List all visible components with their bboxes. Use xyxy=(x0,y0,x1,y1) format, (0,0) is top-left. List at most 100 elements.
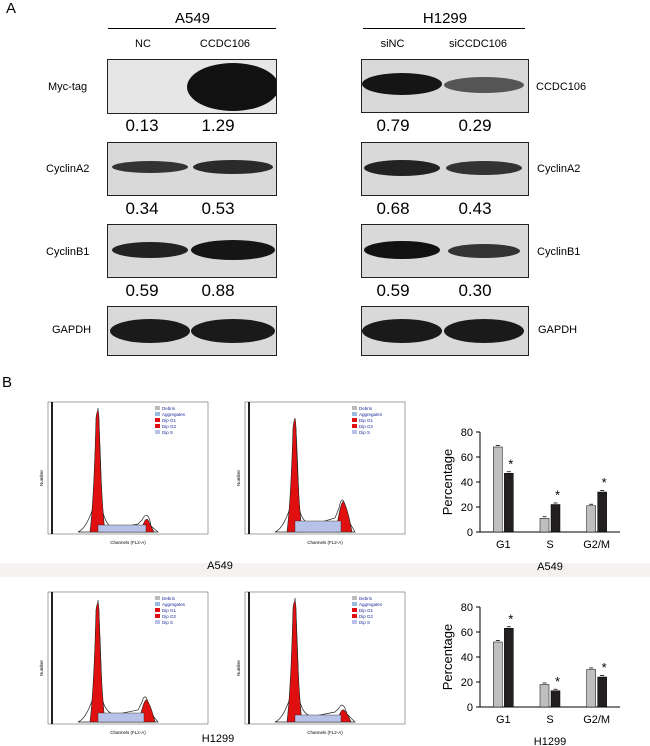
row-separator xyxy=(0,563,650,577)
row-label-h1299: H1299 xyxy=(201,733,235,745)
significance-star: * xyxy=(508,456,513,471)
y-tick-label: 20 xyxy=(461,677,473,689)
quant-r3-h1299-siccdc106: 0.30 xyxy=(458,281,492,300)
y-tick-label: 40 xyxy=(461,652,473,664)
quant-r1-h1299-sinc: 0.79 xyxy=(376,116,410,135)
lane-label-siccdc106: siCCDC106 xyxy=(448,38,508,50)
bar-S-s1 xyxy=(550,504,561,533)
significance-star: * xyxy=(555,488,560,503)
svg-text:Aggregates: Aggregates xyxy=(359,412,383,417)
svg-text:Number: Number xyxy=(236,660,241,677)
left-label-cyclina2: CyclinA2 xyxy=(46,163,90,175)
blot-h1299-ccdc106 xyxy=(361,59,529,113)
right-label-cyclinb1: CyclinB1 xyxy=(537,246,581,258)
header-rule-a549 xyxy=(108,28,276,29)
bar-G2M-s1 xyxy=(597,491,607,533)
chart-caption: H1299 xyxy=(534,736,566,746)
svg-text:Dip G2: Dip G2 xyxy=(359,424,374,429)
blot-h1299-cyclinb1 xyxy=(361,224,529,278)
category-label: G1 xyxy=(496,714,511,726)
quant-r2-a549-ccdc106: 0.53 xyxy=(201,199,235,218)
quant-r3-h1299-sinc: 0.59 xyxy=(376,281,410,300)
cell-line-title-h1299: H1299 xyxy=(422,10,468,27)
histogram-h1299-2: Debris Aggregates Dip G1 Dip G2 Dip S Ch… xyxy=(236,591,406,735)
y-tick-label: 60 xyxy=(461,452,473,464)
quant-r2-a549-nc: 0.34 xyxy=(125,199,159,218)
blot-a549-cyclina2 xyxy=(107,142,277,196)
histogram-legend: Debris Aggregates Dip G1 Dip G2 Dip S xyxy=(155,406,186,435)
svg-text:Channels (FL2-A): Channels (FL2-A) xyxy=(307,540,343,545)
svg-text:Channels (FL2-A): Channels (FL2-A) xyxy=(110,730,146,735)
histogram-h1299-1: Debris Aggregates Dip G1 Dip G2 Dip S Ch… xyxy=(39,591,209,735)
quant-r2-h1299-siccdc106: 0.43 xyxy=(458,199,492,218)
y-axis-label: Percentage xyxy=(440,624,455,691)
panel-b-letter: B xyxy=(2,374,13,391)
histogram-a549-1: Debris Aggregates Dip G1 Dip G2 Dip S Ch… xyxy=(39,401,209,545)
bar-S-s0 xyxy=(539,684,550,708)
bar-G1-s0 xyxy=(493,641,503,708)
svg-text:Aggregates: Aggregates xyxy=(162,412,186,417)
category-label: S xyxy=(546,714,553,726)
significance-star: * xyxy=(555,674,560,689)
svg-text:Number: Number xyxy=(236,470,241,487)
svg-text:Debris: Debris xyxy=(162,406,176,411)
row-label-a549: A549 xyxy=(207,560,233,572)
svg-text:Debris: Debris xyxy=(162,596,176,601)
blot-a549-cyclinb1 xyxy=(107,224,277,278)
quant-r1-a549-ccdc106: 1.29 xyxy=(201,116,235,135)
bar-G1-s1 xyxy=(504,473,514,533)
bar-G2M-s0 xyxy=(586,669,596,708)
blot-a549-myc-tag xyxy=(107,59,277,114)
s-phase-band xyxy=(97,524,147,533)
blot-a549-gapdh xyxy=(107,306,277,356)
left-label-cyclinb1: CyclinB1 xyxy=(46,246,90,258)
y-tick-label: 60 xyxy=(461,627,473,639)
svg-text:Dip G2: Dip G2 xyxy=(359,614,374,619)
svg-text:Dip G1: Dip G1 xyxy=(359,418,374,423)
histogram-a549-2: Debris Aggregates Dip G1 Dip G2 Dip S Ch… xyxy=(236,401,406,545)
svg-text:Dip G1: Dip G1 xyxy=(359,608,374,613)
svg-text:Channels (FL2-A): Channels (FL2-A) xyxy=(307,730,343,735)
svg-text:Dip G1: Dip G1 xyxy=(162,608,177,613)
category-label: G2/M xyxy=(583,539,610,551)
bar-S-s0 xyxy=(539,518,550,533)
blot-h1299-cyclina2 xyxy=(361,142,529,196)
bar-G2M-s1 xyxy=(597,676,607,708)
significance-star: * xyxy=(508,611,513,626)
lane-label-sinc: siNC xyxy=(380,38,405,50)
g1-peak xyxy=(89,410,106,533)
svg-text:Dip G1: Dip G1 xyxy=(162,418,177,423)
svg-text:Dip S: Dip S xyxy=(162,430,173,435)
category-label: S xyxy=(546,539,553,551)
lane-label-nc: NC xyxy=(135,38,151,50)
bar-G1-s1 xyxy=(504,628,514,708)
svg-text:Dip S: Dip S xyxy=(359,430,370,435)
lane-label-ccdc106: CCDC106 xyxy=(199,38,251,50)
y-tick-label: 80 xyxy=(461,602,473,614)
svg-text:Dip G2: Dip G2 xyxy=(162,424,177,429)
histogram-x-label: Channels (FL2-A) xyxy=(110,540,146,545)
significance-star: * xyxy=(602,660,607,675)
svg-text:Dip S: Dip S xyxy=(162,620,173,625)
bar-chart-h1299: 0 20 40 60 80 Percentage * G1 * S * G2/M H1299 xyxy=(440,602,620,746)
panel-a-letter: A xyxy=(6,0,17,17)
blot-h1299-gapdh xyxy=(361,306,529,356)
svg-text:Debris: Debris xyxy=(359,596,373,601)
y-tick-label: 0 xyxy=(467,702,473,714)
quant-r1-h1299-siccdc106: 0.29 xyxy=(458,116,492,135)
category-label: G2/M xyxy=(583,714,610,726)
y-tick-label: 40 xyxy=(461,477,473,489)
svg-text:Dip G2: Dip G2 xyxy=(162,614,177,619)
bar-S-s1 xyxy=(550,690,561,708)
svg-text:Aggregates: Aggregates xyxy=(162,602,186,607)
quant-r2-h1299-sinc: 0.68 xyxy=(376,199,410,218)
bar-G2M-s0 xyxy=(586,505,596,533)
right-label-ccdc106: CCDC106 xyxy=(536,81,587,93)
y-tick-label: 80 xyxy=(461,427,473,439)
right-label-gapdh: GAPDH xyxy=(538,324,578,336)
svg-text:Debris: Debris xyxy=(359,406,373,411)
y-axis-label: Percentage xyxy=(440,449,455,516)
quant-r1-a549-nc: 0.13 xyxy=(125,116,159,135)
right-label-cyclina2: CyclinA2 xyxy=(537,163,581,175)
svg-text:Aggregates: Aggregates xyxy=(359,602,383,607)
